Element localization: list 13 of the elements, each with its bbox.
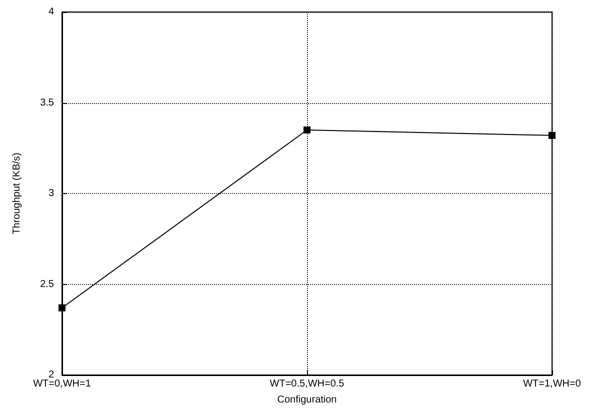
point bbox=[58, 304, 66, 312]
y-tick-label: 3.5 bbox=[40, 97, 54, 108]
x-tick-label: WT=0.5,WH=0.5 bbox=[270, 378, 345, 390]
y-tick-label: 2.5 bbox=[40, 278, 54, 290]
y-tick-label: 3 bbox=[48, 188, 54, 199]
point bbox=[548, 132, 556, 139]
y-tick-label: 4 bbox=[48, 6, 54, 18]
x-tick-label: WT=1,WH=0 bbox=[523, 378, 582, 390]
y-axis-title: Throughput (KB/s) bbox=[12, 152, 22, 234]
y-tick-label: 2 bbox=[48, 370, 54, 380]
x-axis-title: Configuration bbox=[277, 394, 337, 406]
x-tick-label: WT=0,WH=1 bbox=[33, 378, 92, 390]
point bbox=[304, 126, 310, 134]
